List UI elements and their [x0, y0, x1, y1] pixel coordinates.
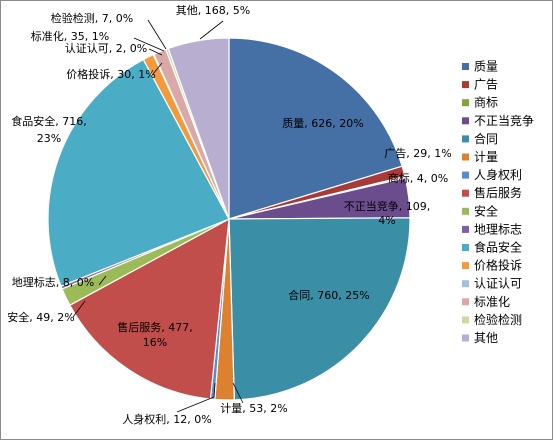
pie-slice	[47, 58, 230, 287]
legend-swatch	[462, 63, 469, 70]
legend-entry: 人身权利	[474, 167, 522, 182]
pie-slice	[69, 217, 230, 400]
data-label: 售后服务, 477, 16%	[117, 320, 193, 349]
leader-line	[148, 48, 163, 56]
data-label: 合同, 760, 25%	[288, 288, 369, 302]
legend-entry: 售后服务	[474, 185, 522, 200]
legend-entry: 广告	[474, 78, 498, 92]
leader-line	[72, 300, 86, 318]
legend-swatch	[462, 189, 469, 197]
legend-entry: 检验检测	[474, 312, 522, 327]
legend-swatch	[462, 298, 469, 306]
leader-line	[147, 19, 167, 50]
data-label: 认证认可, 2, 0%	[65, 42, 147, 55]
legend-swatch	[462, 244, 469, 251]
data-label: 商标, 4, 0%	[388, 171, 448, 185]
legend-swatch	[462, 117, 469, 125]
legend-entry: 其他	[474, 331, 498, 345]
legend-swatch	[462, 280, 469, 288]
data-label: 价格投诉, 30, 1%	[66, 67, 155, 81]
pie-slice	[228, 217, 411, 401]
leader-line	[176, 382, 216, 413]
legend-swatch	[462, 207, 469, 215]
legend-entry: 认证认可	[474, 277, 522, 291]
data-label: 人身权利, 12, 0%	[122, 412, 211, 426]
legend: 质量广告商标不正当竞争合同计量人身权利售后服务安全地理标志食品安全价格投诉认证认…	[462, 60, 534, 345]
leader-line	[133, 37, 165, 52]
legend-entry: 不正当竞争	[474, 114, 534, 128]
data-label: 检验检测, 7, 0%	[51, 11, 133, 25]
leader-line	[232, 382, 244, 404]
pie-slice	[228, 37, 403, 220]
pie-slice	[167, 37, 230, 220]
legend-swatch	[462, 316, 469, 324]
data-label: 质量, 626, 20%	[282, 117, 363, 130]
legend-swatch	[462, 153, 469, 161]
leader-line	[98, 275, 107, 286]
data-label: 其他, 168, 5%	[176, 4, 250, 17]
legend-entry: 安全	[474, 203, 498, 218]
legend-entry: 质量	[474, 60, 498, 74]
legend-entry: 标准化	[474, 295, 510, 309]
legend-swatch	[462, 225, 469, 233]
leader-line	[199, 20, 224, 40]
legend-entry: 食品安全	[474, 240, 522, 255]
data-label: 地理标志, 8, 0%	[12, 275, 94, 289]
legend-entry: 商标	[474, 95, 498, 110]
leader-line	[152, 62, 163, 75]
legend-entry: 地理标志	[474, 222, 522, 236]
data-label: 不正当竞争, 109, 4%	[344, 199, 431, 227]
legend-swatch	[462, 171, 469, 179]
data-label: 食品安全, 716, 23%	[11, 114, 87, 145]
legend-swatch	[462, 262, 469, 270]
data-label: 标准化, 35, 1%	[31, 29, 109, 43]
data-label: 安全, 49, 2%	[7, 310, 74, 324]
legend-swatch	[462, 99, 469, 107]
legend-swatch	[462, 135, 469, 143]
legend-entry: 合同	[474, 131, 498, 146]
data-label: 计量, 53, 2%	[220, 402, 287, 415]
legend-swatch	[462, 81, 469, 89]
data-label: 广告, 29, 1%	[384, 147, 451, 160]
legend-entry: 计量	[474, 150, 498, 164]
legend-entry: 价格投诉	[474, 258, 522, 273]
legend-swatch	[462, 334, 469, 342]
